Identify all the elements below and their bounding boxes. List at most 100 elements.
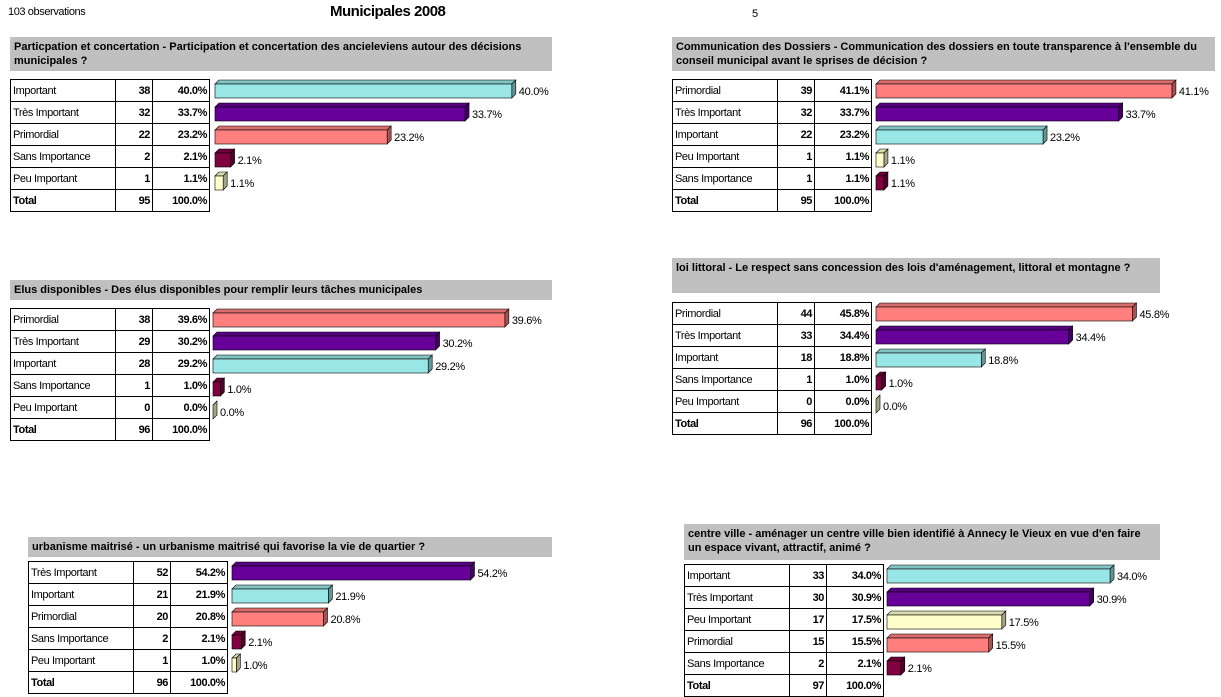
bar xyxy=(212,312,506,328)
row-percent: 45.8% xyxy=(814,302,872,325)
row-label: Primordial xyxy=(10,123,116,146)
row-count: 1 xyxy=(777,167,815,190)
bar xyxy=(875,352,982,368)
row-percent: 15.5% xyxy=(826,630,884,653)
table-row: Primordial 15 15.5% xyxy=(684,630,884,653)
row-percent: 29.2% xyxy=(152,352,210,375)
results-table: Important 38 40.0% Très Important 32 33.7% Pri… xyxy=(10,79,210,212)
row-label: Important xyxy=(28,583,134,606)
row-label: Très Important xyxy=(28,561,134,584)
row-label: Primordial xyxy=(28,605,134,628)
bar-label: 18.8% xyxy=(988,355,1018,367)
bar xyxy=(214,106,466,122)
bar xyxy=(875,375,882,391)
row-label: Peu Important xyxy=(10,167,116,190)
bar-label: 30.2% xyxy=(443,338,473,350)
bar-label: 17.5% xyxy=(1009,617,1039,629)
bar-top xyxy=(875,302,1138,308)
total-percent: 100.0% xyxy=(826,674,884,697)
row-count: 1 xyxy=(115,374,153,397)
bar xyxy=(214,129,388,145)
bar-label: 23.2% xyxy=(1050,132,1080,144)
row-percent: 39.6% xyxy=(152,308,210,331)
total-label: Total xyxy=(672,189,778,212)
row-percent: 2.1% xyxy=(152,145,210,168)
row-label: Sans Importance xyxy=(10,374,116,397)
row-count: 18 xyxy=(777,346,815,369)
row-label: Primordial xyxy=(672,79,778,102)
bar xyxy=(886,660,902,676)
row-label: Important xyxy=(10,79,116,102)
bar-label: 0.0% xyxy=(220,407,244,419)
table-row: Primordial 44 45.8% xyxy=(672,302,872,325)
row-count: 2 xyxy=(133,627,171,650)
row-count: 20 xyxy=(133,605,171,628)
bar-top xyxy=(214,79,517,85)
bar-label: 21.9% xyxy=(335,591,365,603)
table-row: Sans Importance 1 1.1% xyxy=(672,167,872,190)
bar-label: 1.0% xyxy=(243,660,267,672)
row-percent: 21.9% xyxy=(170,583,228,606)
bar-label: 1.1% xyxy=(891,155,915,167)
bar xyxy=(231,588,329,604)
table-row: Total 95 100.0% xyxy=(10,189,210,212)
row-label: Primordial xyxy=(672,302,778,325)
panel-title: Communication des Dossiers - Communicati… xyxy=(672,37,1215,71)
row-count: 1 xyxy=(777,145,815,168)
row-label: Très Important xyxy=(672,324,778,347)
row-percent: 1.0% xyxy=(152,374,210,397)
table-row: Important 22 23.2% xyxy=(672,123,872,146)
total-count: 96 xyxy=(133,671,171,694)
total-percent: 100.0% xyxy=(170,671,228,694)
table-row: Peu Important 0 0.0% xyxy=(672,390,872,413)
bar-top xyxy=(886,564,1115,570)
table-row: Très Important 52 54.2% xyxy=(28,561,228,584)
row-count: 15 xyxy=(789,630,827,653)
panel-title: urbanisme maitrisé - un urbanisme maitri… xyxy=(28,537,552,557)
total-percent: 100.0% xyxy=(814,412,872,435)
observations: 103 observations xyxy=(8,6,86,18)
bar xyxy=(886,637,989,653)
table-row: Peu Important 17 17.5% xyxy=(684,608,884,631)
table-row: Sans Importance 2 2.1% xyxy=(28,627,228,650)
row-percent: 30.2% xyxy=(152,330,210,353)
results-table: Important 33 34.0% Très Important 30 30.9% Peu… xyxy=(684,564,884,697)
row-label: Sans Importance xyxy=(28,627,134,650)
row-percent: 34.0% xyxy=(826,564,884,587)
bar xyxy=(886,614,1003,630)
bar-label: 29.2% xyxy=(435,361,465,373)
bar-top xyxy=(875,325,1074,331)
row-percent: 41.1% xyxy=(814,79,872,102)
row-label: Important xyxy=(672,346,778,369)
bar-label: 1.1% xyxy=(891,178,915,190)
row-label: Important xyxy=(10,352,116,375)
row-count: 30 xyxy=(789,586,827,609)
bar xyxy=(875,175,885,191)
total-count: 96 xyxy=(115,418,153,441)
total-label: Total xyxy=(684,674,790,697)
row-count: 22 xyxy=(777,123,815,146)
total-label: Total xyxy=(10,189,116,212)
total-label: Total xyxy=(10,418,116,441)
table-row: Très Important 30 30.9% xyxy=(684,586,884,609)
bar xyxy=(875,329,1069,345)
row-label: Primordial xyxy=(10,308,116,331)
row-percent: 33.7% xyxy=(152,101,210,124)
bar-label: 15.5% xyxy=(996,640,1026,652)
bar-top xyxy=(886,633,994,639)
bar-label: 41.1% xyxy=(1179,86,1209,98)
bar-label: 1.1% xyxy=(230,178,254,190)
row-percent: 2.1% xyxy=(170,627,228,650)
table-row: Important 18 18.8% xyxy=(672,346,872,369)
bar-label: 34.4% xyxy=(1076,332,1106,344)
bar xyxy=(212,358,429,374)
row-percent: 30.9% xyxy=(826,586,884,609)
row-count: 52 xyxy=(133,561,171,584)
row-count: 33 xyxy=(789,564,827,587)
row-count: 44 xyxy=(777,302,815,325)
bar-top xyxy=(212,308,510,314)
row-percent: 23.2% xyxy=(152,123,210,146)
table-row: Très Important 32 33.7% xyxy=(672,101,872,124)
bar-label: 1.0% xyxy=(889,378,913,390)
